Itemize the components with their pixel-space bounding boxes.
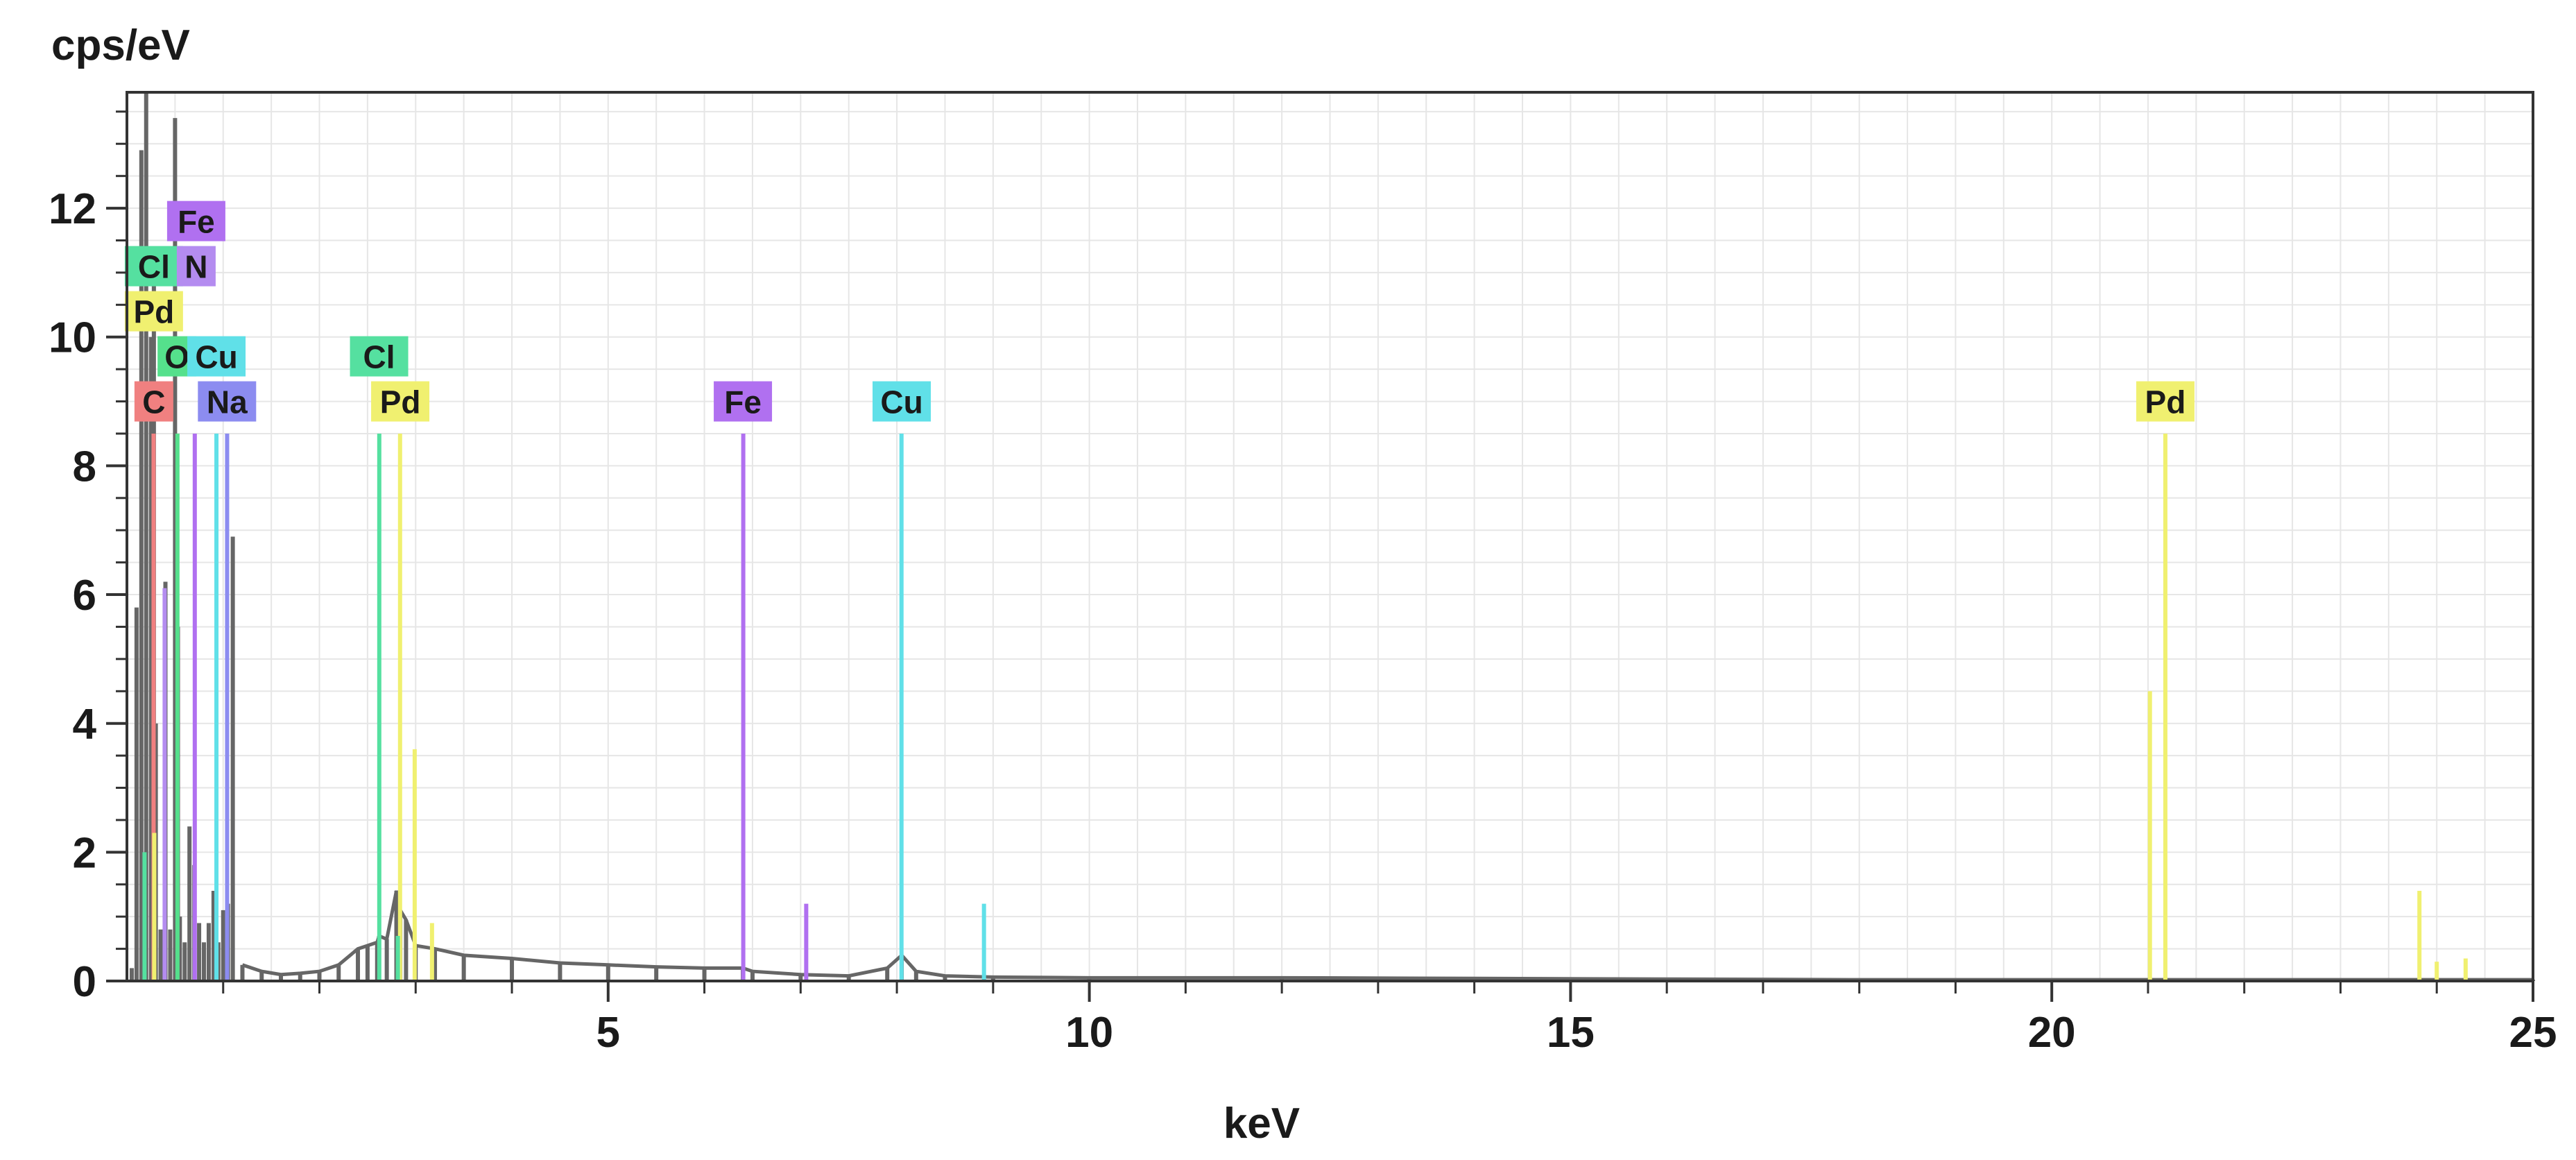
element-label-box [187, 336, 246, 377]
element-label-text: Fe [178, 204, 215, 240]
element-label-cu: Cu [873, 381, 931, 422]
element-label-text: O [164, 339, 189, 375]
element-label-text: C [142, 384, 165, 420]
element-label-na: Na [198, 381, 257, 422]
element-label-box [166, 201, 225, 241]
element-lines [142, 433, 2468, 981]
x-axis-label: keV [1223, 1100, 1300, 1148]
element-label-n: N [176, 246, 216, 287]
element-label-pd: Pd [2136, 381, 2195, 422]
y-tick-label: 12 [49, 185, 96, 233]
element-label-text: Cu [880, 384, 922, 420]
x-tick-label: 20 [2028, 1009, 2076, 1057]
plot-frame [126, 91, 2534, 982]
x-tick-label: 15 [1547, 1009, 1595, 1057]
x-tick-label: 10 [1065, 1009, 1113, 1057]
x-tick-label: 25 [2509, 1009, 2557, 1057]
element-label-cl: Cl [350, 336, 409, 377]
y-tick-label: 10 [49, 314, 96, 362]
element-label-box [2136, 381, 2195, 422]
element-label-box [714, 381, 773, 422]
element-label-box [134, 381, 173, 422]
element-label-text: Cl [138, 249, 170, 285]
element-label-cl: Cl [124, 246, 183, 287]
element-label-text: Fe [724, 384, 762, 420]
element-label-text: N [184, 249, 207, 285]
element-label-text: Cu [195, 339, 237, 375]
y-tick-label: 8 [73, 443, 96, 491]
element-label-pd: Pd [124, 291, 183, 332]
element-label-box [873, 381, 931, 422]
element-label-text: Cl [363, 339, 395, 375]
element-label-text: Pd [133, 294, 174, 330]
element-label-cu: Cu [187, 336, 246, 377]
x-tick-label: 5 [596, 1009, 620, 1057]
grid [127, 92, 2533, 981]
element-label-box [176, 246, 216, 287]
element-label-fe: Fe [714, 381, 773, 422]
element-label-c: C [134, 381, 173, 422]
element-label-box [198, 381, 257, 422]
spectrum-envelope [241, 890, 2533, 982]
element-label-text: Pd [380, 384, 421, 420]
element-label-text: Pd [2145, 384, 2186, 420]
y-tick-label: 2 [73, 829, 96, 877]
element-label-box [350, 336, 409, 377]
axes: 0 2 4 6 8 10 12 5 10 15 20 25 [49, 91, 2557, 1057]
y-axis-label: cps/eV [51, 22, 190, 69]
element-label-pd: Pd [371, 381, 430, 422]
element-label-box [371, 381, 430, 422]
element-label-text: Na [207, 384, 248, 420]
element-label-box [124, 291, 183, 332]
y-tick-label: 0 [73, 958, 96, 1006]
y-tick-label: 6 [73, 572, 96, 620]
element-label-box [124, 246, 183, 287]
element-label-fe: Fe [166, 201, 225, 241]
y-tick-label: 4 [73, 701, 97, 749]
